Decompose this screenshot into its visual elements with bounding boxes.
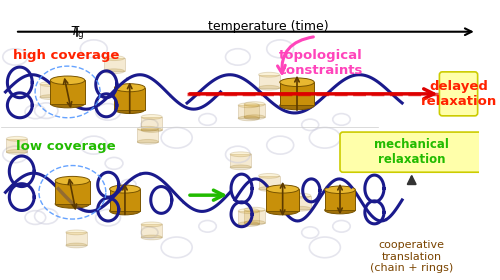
Polygon shape <box>40 84 61 97</box>
Text: low coverage: low coverage <box>16 140 116 153</box>
Ellipse shape <box>55 176 90 185</box>
Ellipse shape <box>66 243 87 248</box>
Ellipse shape <box>238 222 260 227</box>
Ellipse shape <box>114 84 145 92</box>
Ellipse shape <box>258 72 280 77</box>
Polygon shape <box>6 139 28 152</box>
Polygon shape <box>110 189 140 211</box>
Text: high coverage: high coverage <box>12 49 119 62</box>
Ellipse shape <box>244 207 265 212</box>
Polygon shape <box>141 224 162 237</box>
Ellipse shape <box>238 209 260 213</box>
Ellipse shape <box>6 136 28 141</box>
Ellipse shape <box>280 78 314 87</box>
Polygon shape <box>141 117 162 130</box>
FancyBboxPatch shape <box>340 132 484 172</box>
Polygon shape <box>66 232 87 246</box>
Ellipse shape <box>110 185 140 193</box>
Ellipse shape <box>138 139 158 144</box>
Ellipse shape <box>324 186 356 193</box>
Ellipse shape <box>104 56 124 60</box>
Ellipse shape <box>258 186 280 191</box>
Ellipse shape <box>66 230 87 235</box>
Ellipse shape <box>50 99 85 108</box>
Ellipse shape <box>290 102 311 108</box>
Polygon shape <box>258 75 280 88</box>
Text: $T_\mathrm{g}$: $T_\mathrm{g}$ <box>70 24 84 41</box>
Ellipse shape <box>230 165 251 170</box>
Polygon shape <box>290 92 311 105</box>
Ellipse shape <box>290 206 311 211</box>
Ellipse shape <box>104 69 124 74</box>
Text: cooperative
translation
(chain + rings): cooperative translation (chain + rings) <box>370 240 454 273</box>
Polygon shape <box>238 211 260 224</box>
FancyBboxPatch shape <box>440 72 478 116</box>
Polygon shape <box>280 82 314 106</box>
Text: mechanical
relaxation: mechanical relaxation <box>374 138 449 166</box>
Polygon shape <box>238 105 260 118</box>
Text: delayed
relaxation: delayed relaxation <box>420 80 496 108</box>
Ellipse shape <box>238 116 260 121</box>
Ellipse shape <box>244 115 265 120</box>
Ellipse shape <box>266 207 299 215</box>
Ellipse shape <box>238 103 260 108</box>
Polygon shape <box>266 189 299 211</box>
Polygon shape <box>324 190 356 210</box>
Ellipse shape <box>258 85 280 90</box>
Ellipse shape <box>266 185 299 193</box>
Ellipse shape <box>258 173 280 178</box>
Ellipse shape <box>244 102 265 106</box>
Polygon shape <box>50 80 85 104</box>
Ellipse shape <box>141 235 162 240</box>
Ellipse shape <box>324 206 356 214</box>
Ellipse shape <box>141 115 162 119</box>
Polygon shape <box>104 58 124 71</box>
Ellipse shape <box>141 222 162 227</box>
Polygon shape <box>258 176 280 189</box>
Polygon shape <box>55 181 90 204</box>
Ellipse shape <box>230 152 251 157</box>
Ellipse shape <box>290 193 311 198</box>
Ellipse shape <box>290 90 311 94</box>
Polygon shape <box>230 154 251 167</box>
Ellipse shape <box>55 200 90 208</box>
Ellipse shape <box>40 95 61 99</box>
Ellipse shape <box>6 150 28 154</box>
Text: temperature (time): temperature (time) <box>208 20 328 33</box>
Polygon shape <box>244 104 265 117</box>
Ellipse shape <box>50 76 85 85</box>
Ellipse shape <box>40 82 61 87</box>
Ellipse shape <box>110 207 140 215</box>
Ellipse shape <box>141 128 162 132</box>
Text: topological
constraints: topological constraints <box>278 49 363 77</box>
Polygon shape <box>244 210 265 223</box>
Ellipse shape <box>244 220 265 225</box>
Ellipse shape <box>114 106 145 113</box>
Polygon shape <box>290 196 311 209</box>
Ellipse shape <box>138 126 158 131</box>
Polygon shape <box>138 129 158 142</box>
Polygon shape <box>114 88 145 109</box>
Ellipse shape <box>280 101 314 110</box>
